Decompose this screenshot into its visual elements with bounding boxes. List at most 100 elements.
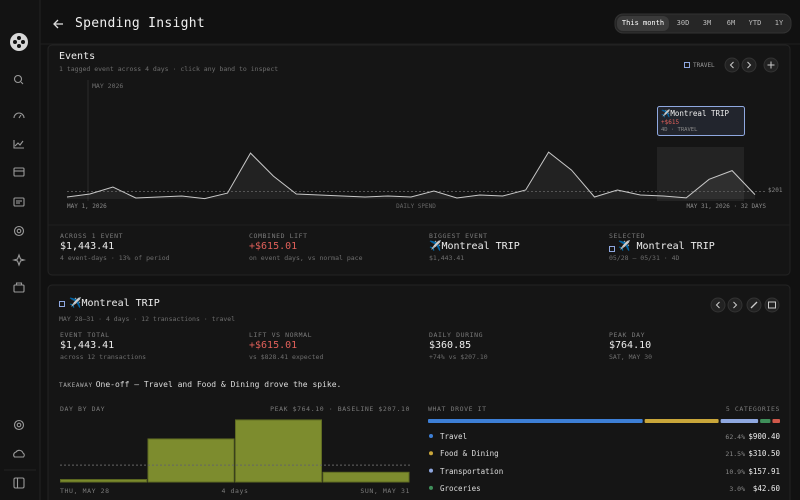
driver-amount: $42.60 [752, 483, 780, 493]
driver-segment [428, 419, 643, 423]
driver-segment [720, 419, 759, 423]
nav-goals[interactable] [13, 225, 25, 237]
detail-title: ✈️Montreal TRIP [69, 298, 160, 309]
day-bar [322, 471, 410, 483]
day-bar [60, 479, 147, 483]
nav-accounts[interactable] [13, 167, 25, 177]
day-start-label: THU, MAY 28 [60, 487, 110, 495]
range-tab[interactable]: 6M [726, 19, 736, 27]
nav-settings[interactable] [13, 419, 25, 431]
event-stat-sub: $1,443.41 [429, 254, 465, 262]
day-bar [235, 419, 322, 483]
detail-subtitle: MAY 28–31 · 4 days · 12 transactions · t… [59, 315, 236, 323]
event-stat-value: ✈️ Montreal TRIP [618, 241, 715, 252]
detail-stat-label: LIFT VS NORMAL [249, 331, 313, 339]
tooltip-lift: +$615 [661, 119, 680, 126]
nav-insights[interactable] [11, 253, 27, 267]
detail-next[interactable] [727, 297, 743, 313]
driver-dot [429, 468, 433, 473]
driver-dot [429, 434, 433, 438]
events-prev[interactable] [724, 57, 740, 73]
driver-amount: $157.91 [748, 466, 780, 476]
spend-area [67, 152, 755, 199]
driver-segment [772, 419, 780, 423]
events-title: Events [59, 51, 96, 62]
nav-budgets[interactable] [13, 282, 25, 293]
event-stat-label: BIGGEST EVENT [429, 232, 488, 240]
range-tab[interactable]: This month [621, 19, 665, 27]
takeaway-label: TAKEAWAY [59, 382, 93, 389]
detail-stat-label: PEAK DAY [609, 331, 646, 339]
page-title: Spending Insight [75, 16, 206, 31]
nav-dashboard[interactable] [13, 112, 25, 119]
range-tab[interactable]: 3M [702, 19, 712, 27]
driver-share: 62.4% [725, 433, 745, 441]
legend-swatch [684, 62, 690, 68]
spend-line [66, 151, 756, 200]
detail-stat-sub: across 12 transactions [60, 353, 147, 361]
driver-name: Groceries [440, 483, 481, 493]
event-stat-value: ✈️Montreal TRIP [429, 241, 520, 252]
detail-stat-label: EVENT TOTAL [60, 331, 110, 339]
tooltip-title: ✈️Montreal TRIP [661, 109, 730, 118]
day-chart-summary: PEAK $764.10 · BASELINE $207.10 [270, 405, 410, 413]
detail-stat-value: $1,443.41 [60, 340, 115, 351]
nav-trends[interactable] [13, 140, 24, 149]
detail-export[interactable] [764, 297, 780, 313]
drivers-title: WHAT DROVE IT [428, 405, 487, 413]
range-tab[interactable]: YTD [748, 19, 762, 27]
x-end-label: MAY 31, 2026 · 32 DAYS [686, 203, 766, 210]
x-start-label: MAY 1, 2026 [67, 203, 107, 210]
event-stat-sub: on event days, vs normal pace [249, 254, 363, 262]
detail-stat-value: $360.85 [429, 340, 472, 351]
range-tab[interactable]: 30D [676, 19, 690, 27]
day-chart-title: DAY BY DAY [60, 405, 106, 413]
detail-prev[interactable] [710, 297, 726, 313]
baseline-label: $201 [768, 187, 783, 194]
driver-amount: $900.40 [748, 432, 780, 441]
nav-search[interactable] [13, 74, 24, 85]
event-stat-value: +$615.01 [249, 241, 298, 252]
range-tab-selected [617, 16, 669, 31]
driver-name: Transportation [440, 466, 504, 476]
event-stat-sub: 05/28 – 05/31 · 4D [609, 254, 680, 262]
day-center-label: 4 days [221, 487, 249, 495]
driver-segment [760, 419, 771, 423]
event-stat-label: COMBINED LIFT [249, 232, 308, 240]
nav-sync[interactable] [13, 449, 25, 458]
day-bar [147, 438, 235, 483]
x-center-label: DAILY SPEND [396, 203, 436, 210]
back-button[interactable] [53, 19, 63, 29]
takeaway-text: One-off — Travel and Food & Dining drove… [95, 380, 342, 389]
nav-collapse[interactable] [13, 477, 25, 489]
legend-label: TRAVEL [693, 62, 715, 69]
driver-amount: $310.50 [748, 449, 780, 459]
detail-stat-value: +$615.01 [249, 340, 298, 351]
drivers-count: 5 CATEGORIES [725, 405, 780, 413]
events-card [47, 44, 791, 276]
driver-segment [644, 419, 719, 423]
logo[interactable] [10, 33, 28, 51]
event-stat-value: $1,443.41 [60, 241, 115, 252]
driver-dot [429, 451, 433, 456]
detail-stat-label: DAILY DURING [429, 331, 484, 339]
takeaway: TAKEAWAY One-off — Travel and Food & Dini… [59, 380, 341, 389]
month-label: MAY 2026 [92, 82, 124, 90]
detail-stat-sub: SAT, MAY 30 [609, 353, 653, 361]
selected-swatch [609, 246, 615, 252]
event-stat-sub: 4 event-days · 13% of period [60, 254, 170, 262]
driver-name: Travel [440, 432, 468, 441]
detail-edit[interactable] [746, 297, 762, 313]
detail-swatch [59, 301, 65, 307]
driver-share: 21.5% [725, 450, 745, 459]
nav-transactions[interactable] [13, 197, 25, 207]
driver-share: 3.0% [729, 484, 745, 493]
driver-share: 10.9% [725, 467, 745, 476]
events-add[interactable] [763, 57, 779, 73]
event-stat-label: ACROSS 1 EVENT [60, 232, 124, 240]
events-next[interactable] [741, 57, 757, 73]
driver-name: Food & Dining [440, 449, 499, 459]
driver-dot [429, 485, 433, 490]
detail-stat-sub: vs $828.41 expected [249, 353, 324, 361]
range-tab[interactable]: 1Y [774, 19, 784, 27]
